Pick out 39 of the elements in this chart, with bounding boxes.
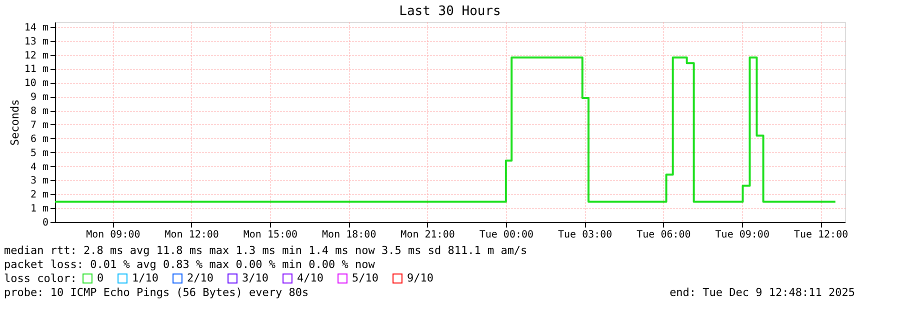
x-tick-label: Mon 21:00 xyxy=(400,230,455,240)
y-tick-label: 12 m xyxy=(24,50,48,62)
x-tick-label: Tue 12:00 xyxy=(794,230,848,240)
legend-label: 1/10 xyxy=(132,272,158,285)
legend-label: 5/10 xyxy=(352,272,378,285)
y-tick-label: 11 m xyxy=(24,64,48,76)
text: probe: 10 ICMP Echo Pings (56 Bytes) every 80s xyxy=(4,286,309,299)
chart-title: Last 30 Hours xyxy=(399,4,501,19)
y-tick-label: 8 m xyxy=(30,106,48,117)
x-tick-label: Tue 09:00 xyxy=(715,230,770,240)
x-tick-label: Mon 18:00 xyxy=(322,230,376,240)
x-tick-label: Tue 00:00 xyxy=(479,230,534,240)
y-tick-label: 3 m xyxy=(30,176,48,187)
legend-title: loss color: xyxy=(4,272,77,285)
text: end: Tue Dec 9 12:48:11 2025 xyxy=(670,286,855,299)
text: packet loss: 0.01 % avg 0.83 % max 0.00 % min 0.00 % now xyxy=(4,258,376,271)
text: median rtt: 2.8 ms avg 11.8 ms max 1.3 ms min 1.4 ms now 3.5 ms sd 811.1 m am/s xyxy=(4,244,528,257)
y-tick-label: 1 m xyxy=(30,204,48,215)
legend-label: 9/10 xyxy=(407,272,434,285)
y-tick-label: 14 m xyxy=(24,22,48,34)
y-tick-label: 10 m xyxy=(24,78,48,90)
y-tick-label: 5 m xyxy=(30,148,48,159)
y-tick-label: 0 xyxy=(42,218,48,228)
y-tick-label: 6 m xyxy=(30,134,48,145)
y-tick-label: 2 m xyxy=(30,190,48,201)
x-tick-label: Mon 12:00 xyxy=(164,230,219,240)
legend-label: 4/10 xyxy=(297,272,324,285)
x-tick-label: Tue 06:00 xyxy=(636,230,691,240)
legend-label: 3/10 xyxy=(242,272,268,285)
y-tick-label: 9 m xyxy=(30,92,48,104)
y-tick-label: 7 m xyxy=(30,120,48,131)
y-tick-label: 13 m xyxy=(24,36,48,48)
y-tick-label: 4 m xyxy=(30,162,48,173)
y-axis-title: Seconds xyxy=(8,99,22,146)
legend-label: 0 xyxy=(97,272,104,285)
legend-label: 2/10 xyxy=(187,272,214,285)
x-tick-label: Mon 15:00 xyxy=(243,230,298,240)
x-tick-label: Mon 09:00 xyxy=(86,230,140,240)
x-tick-label: Tue 03:00 xyxy=(558,230,612,240)
